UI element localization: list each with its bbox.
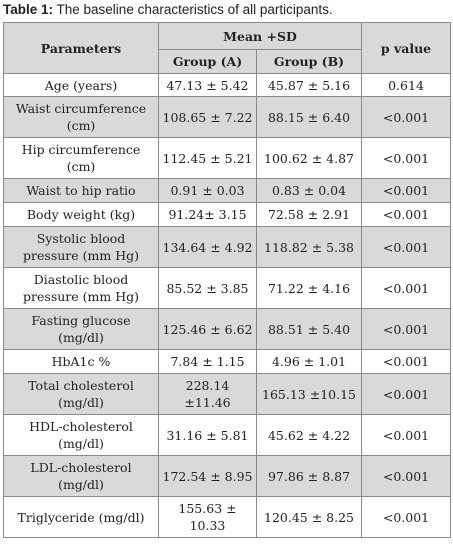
p-value-cell: <0.001 xyxy=(361,267,452,309)
param-cell: Hip circumference (cm) xyxy=(3,137,159,179)
table-row: Fasting glucose (mg/dl) 125.46 ± 6.62 88… xyxy=(3,308,452,350)
param-cell: LDL-cholesterol (mg/dl) xyxy=(3,455,159,497)
header-group-b: Group (B) xyxy=(255,49,363,74)
table-row: Body weight (kg) 91.24± 3.15 72.58 ± 2.9… xyxy=(3,202,452,227)
group-a-cell: 228.14 ±11.46 xyxy=(158,373,257,415)
p-value-cell: <0.001 xyxy=(361,496,452,538)
table-row: HbA1c % 7.84 ± 1.15 4.96 ± 1.01 <0.001 xyxy=(3,349,452,374)
table-row: Systolic blood pressure (mm Hg) 134.64 ±… xyxy=(3,226,452,268)
param-cell: Total cholesterol (mg/dl) xyxy=(3,373,159,415)
group-b-cell: 45.62 ± 4.22 xyxy=(255,414,363,456)
p-value-cell: <0.001 xyxy=(361,308,452,350)
param-cell: Systolic blood pressure (mm Hg) xyxy=(3,226,159,268)
param-cell: Triglyceride (mg/dl) xyxy=(3,496,159,538)
param-cell: Waist circumference (cm) xyxy=(3,96,159,138)
table-row: Age (years) 47.13 ± 5.42 45.87 ± 5.16 0.… xyxy=(3,73,452,97)
group-b-cell: 4.96 ± 1.01 xyxy=(255,349,363,374)
group-a-cell: 7.84 ± 1.15 xyxy=(158,349,257,374)
param-cell: Age (years) xyxy=(3,73,159,97)
caption-text: The baseline characteristics of all part… xyxy=(53,2,333,17)
p-value-cell: <0.001 xyxy=(361,178,452,203)
header-parameters: Parameters xyxy=(3,22,159,74)
table-row: Waist circumference (cm) 108.65 ± 7.22 8… xyxy=(3,96,452,138)
table-row: Diastolic blood pressure (mm Hg) 85.52 ±… xyxy=(3,267,452,309)
p-value-cell: <0.001 xyxy=(361,373,452,415)
group-b-cell: 120.45 ± 8.25 xyxy=(255,496,363,538)
group-b-cell: 72.58 ± 2.91 xyxy=(255,202,363,227)
p-value-cell: <0.001 xyxy=(361,226,452,268)
group-a-cell: 125.46 ± 6.62 xyxy=(158,308,257,350)
header-mean-sd: Mean +SD xyxy=(157,22,363,50)
param-cell: HDL-cholesterol (mg/dl) xyxy=(3,414,159,456)
p-value-cell: <0.001 xyxy=(361,137,452,179)
p-value-cell: <0.001 xyxy=(361,202,452,227)
p-value-cell: <0.001 xyxy=(361,455,452,497)
header-group-a: Group (A) xyxy=(158,49,257,74)
baseline-characteristics-table: Parameters Mean +SD p value Group (A) Gr… xyxy=(3,22,452,538)
group-b-cell: 100.62 ± 4.87 xyxy=(255,137,363,179)
table-row: Total cholesterol (mg/dl) 228.14 ±11.46 … xyxy=(3,373,452,415)
caption-label: Table 1: xyxy=(3,2,54,17)
table-row: Triglyceride (mg/dl) 155.63 ± 10.33 120.… xyxy=(3,496,452,538)
group-b-cell: 0.83 ± 0.04 xyxy=(255,178,363,203)
param-cell: Fasting glucose (mg/dl) xyxy=(3,308,159,350)
group-a-cell: 47.13 ± 5.42 xyxy=(158,73,257,97)
group-a-cell: 0.91 ± 0.03 xyxy=(158,178,257,203)
table-row: Hip circumference (cm) 112.45 ± 5.21 100… xyxy=(3,137,452,179)
table-row: Waist to hip ratio 0.91 ± 0.03 0.83 ± 0.… xyxy=(3,178,452,203)
p-value-cell: <0.001 xyxy=(361,414,452,456)
p-value-cell: <0.001 xyxy=(361,96,452,138)
group-b-cell: 97.86 ± 8.87 xyxy=(255,455,363,497)
group-b-cell: 165.13 ±10.15 xyxy=(255,373,363,415)
param-cell: Waist to hip ratio xyxy=(3,178,159,203)
group-b-cell: 88.15 ± 6.40 xyxy=(255,96,363,138)
param-cell: HbA1c % xyxy=(3,349,159,374)
param-cell: Diastolic blood pressure (mm Hg) xyxy=(3,267,159,309)
group-a-cell: 91.24± 3.15 xyxy=(158,202,257,227)
group-a-cell: 134.64 ± 4.92 xyxy=(158,226,257,268)
group-a-cell: 155.63 ± 10.33 xyxy=(158,496,257,538)
table-row: HDL-cholesterol (mg/dl) 31.16 ± 5.81 45.… xyxy=(3,414,452,456)
group-a-cell: 31.16 ± 5.81 xyxy=(158,414,257,456)
table-caption: Table 1: The baseline characteristics of… xyxy=(3,1,453,18)
group-a-cell: 85.52 ± 3.85 xyxy=(158,267,257,309)
p-value-cell: <0.001 xyxy=(361,349,452,374)
group-a-cell: 172.54 ± 8.95 xyxy=(158,455,257,497)
header-p-value: p value xyxy=(361,22,452,74)
group-a-cell: 108.65 ± 7.22 xyxy=(158,96,257,138)
group-b-cell: 71.22 ± 4.16 xyxy=(255,267,363,309)
group-b-cell: 45.87 ± 5.16 xyxy=(255,73,363,97)
p-value-cell: 0.614 xyxy=(361,73,452,97)
group-b-cell: 88.51 ± 5.40 xyxy=(255,308,363,350)
group-b-cell: 118.82 ± 5.38 xyxy=(255,226,363,268)
group-a-cell: 112.45 ± 5.21 xyxy=(158,137,257,179)
param-cell: Body weight (kg) xyxy=(3,202,159,227)
table-row: LDL-cholesterol (mg/dl) 172.54 ± 8.95 97… xyxy=(3,455,452,497)
